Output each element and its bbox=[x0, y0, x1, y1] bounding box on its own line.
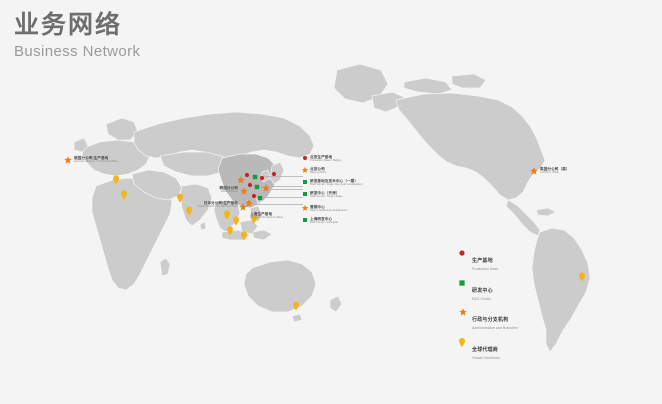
map-label-en: R&D Center, Tianjin Stage bbox=[310, 195, 343, 199]
legend-item-rd-center: 研发中心 R&D Center bbox=[459, 279, 518, 301]
map-marker-japan-prod[interactable] bbox=[271, 171, 277, 177]
square-icon bbox=[459, 279, 470, 290]
map-marker-brazil-dist[interactable] bbox=[579, 272, 585, 282]
map-label-en: Germany Branch / Production Base bbox=[74, 160, 118, 164]
map-label-beijing-1: 北京生产基地 Production Base / Beijing bbox=[310, 155, 341, 163]
legend-label-cn: 研发中心 bbox=[472, 287, 493, 294]
map-label-germany: 德国分公司/生产基地 Germany Branch / Production B… bbox=[74, 156, 118, 164]
leader-line bbox=[268, 189, 303, 190]
map-marker-india-dist[interactable] bbox=[186, 206, 192, 216]
map-label-rd-1: 研发基地及技术中心（一期） R&D Center, Stage One (Lab… bbox=[310, 179, 363, 187]
map-label-cn: 上海生产基地 bbox=[250, 212, 273, 216]
map-marker-philippines-dist[interactable] bbox=[251, 214, 257, 224]
map-label-cn: 德国分公司/生产基地 bbox=[74, 156, 109, 160]
map-label-en: Japan Branch / Production Base bbox=[197, 205, 238, 209]
map-marker-china-admin-2[interactable] bbox=[240, 187, 248, 195]
map-marker-thailand-dist[interactable] bbox=[224, 210, 230, 220]
map-marker-germany-admin[interactable] bbox=[64, 156, 72, 164]
map-marker-tianjin-prod[interactable] bbox=[247, 182, 253, 188]
map-marker-korea-prod[interactable] bbox=[259, 175, 265, 181]
map-marker-indonesia-dist[interactable] bbox=[241, 231, 247, 241]
map-label-en: Korea Branch bbox=[220, 190, 238, 194]
map-label-en: Beijing Office bbox=[310, 171, 327, 175]
map-marker-australia-dist[interactable] bbox=[293, 301, 299, 311]
map-label-en: R&D Center, Shanghai bbox=[310, 221, 339, 225]
legend-label-en: Global Distributor bbox=[472, 356, 500, 361]
column-marker-rd-1 bbox=[303, 180, 308, 185]
page-title-cn: 业务网络 bbox=[14, 11, 123, 39]
column-marker-rd-2 bbox=[303, 192, 308, 197]
column-marker-beijing-1 bbox=[303, 156, 308, 161]
legend-item-admin-branches: 行政与分支机构 Administration and Branches bbox=[459, 308, 518, 330]
page-header: 业务网络 Business Network bbox=[14, 10, 140, 62]
map-label-en: Sale & Marketing Headquarter bbox=[310, 209, 348, 213]
legend-item-global-distributor: 全球代理商 Global Distributor bbox=[459, 338, 518, 360]
map-label-japan: 日本分公司/生产基地 Japan Branch / Production Bas… bbox=[178, 201, 238, 209]
pin-icon bbox=[459, 338, 470, 349]
map-label-rd-3: 营销中心 Sale & Marketing Headquarter bbox=[310, 205, 348, 213]
leader-line bbox=[256, 197, 303, 198]
map-marker-vietnam-dist[interactable] bbox=[233, 216, 239, 226]
legend-label-cn: 生产基地 bbox=[472, 258, 493, 264]
legend-item-production-base: 生产基地 Production Base bbox=[459, 249, 518, 271]
map-label-cn: 营销中心 bbox=[310, 205, 325, 209]
map-label-cn: 研发基地及技术中心（一期） bbox=[310, 179, 359, 183]
map-label-usa-east: 美国分公司（美） Architect Office bbox=[540, 167, 570, 175]
map-label-cn: 日本分公司/生产基地 bbox=[203, 201, 238, 205]
map-label-en: Production Base / Beijing bbox=[310, 159, 342, 163]
map-label-korea: 韩国分公司 Korea Branch bbox=[196, 186, 238, 194]
map-marker-china-admin-1[interactable] bbox=[237, 176, 245, 184]
leader-line bbox=[250, 176, 303, 177]
map-label-cn: 北京生产基地 bbox=[310, 155, 333, 159]
map-marker-beijing-rd[interactable] bbox=[252, 174, 258, 180]
map-marker-shanghai-rd[interactable] bbox=[257, 195, 263, 201]
map-marker-tianjin-rd[interactable] bbox=[254, 184, 260, 190]
legend-label-en: R&D Center bbox=[472, 296, 492, 301]
page-title-en: Business Network bbox=[14, 43, 141, 60]
leader-line bbox=[246, 204, 303, 205]
column-marker-rd-4 bbox=[303, 218, 308, 223]
map-legend: 生产基地 Production Base 研发中心 R&D Center 行政与… bbox=[459, 249, 518, 368]
map-label-cn: 美国分公司（美） bbox=[540, 167, 570, 171]
map-label-cn: 上海研发中心 bbox=[310, 217, 333, 221]
map-marker-israel-dist[interactable] bbox=[121, 190, 127, 200]
column-marker-rd-3 bbox=[301, 204, 309, 212]
map-label-cn: 韩国分公司 bbox=[219, 186, 238, 190]
legend-label-cn: 全球代理商 bbox=[472, 347, 499, 354]
map-marker-china-admin-3[interactable] bbox=[245, 199, 253, 207]
map-label-cn: 研发中心（天津） bbox=[310, 191, 340, 195]
map-label-beijing-2: 北京公司 Beijing Office bbox=[310, 167, 327, 175]
map-label-shanghai: 上海生产基地 Shanghai Production Base bbox=[250, 212, 283, 220]
map-marker-shanghai-prod[interactable] bbox=[251, 193, 257, 199]
star-icon bbox=[459, 308, 470, 319]
map-label-cn: 北京公司 bbox=[310, 167, 325, 171]
circle-icon bbox=[459, 249, 470, 260]
map-label-rd-4: 上海研发中心 R&D Center, Shanghai bbox=[310, 217, 338, 225]
column-marker-beijing-2 bbox=[301, 166, 309, 174]
map-label-en: Architect Office bbox=[540, 171, 559, 175]
legend-label-en: Administration and Branches bbox=[472, 326, 519, 331]
map-marker-guangzhou-admin[interactable] bbox=[239, 203, 247, 211]
map-marker-usa-east-admin[interactable] bbox=[530, 167, 538, 175]
map-marker-beijing-prod[interactable] bbox=[244, 172, 250, 178]
map-marker-turkey-dist[interactable] bbox=[113, 175, 119, 185]
map-marker-pakistan-dist[interactable] bbox=[177, 193, 183, 203]
legend-label-en: Production Base bbox=[472, 267, 499, 271]
map-label-rd-2: 研发中心（天津） R&D Center, Tianjin Stage bbox=[310, 191, 343, 199]
leader-line bbox=[252, 186, 303, 187]
map-label-en: Shanghai Production Base bbox=[250, 216, 284, 220]
map-marker-malaysia-dist[interactable] bbox=[227, 226, 233, 236]
legend-label-cn: 行政与分支机构 bbox=[472, 317, 509, 324]
map-label-en: R&D Center, Stage One (Lab Localisation) bbox=[310, 183, 363, 187]
map-marker-china-admin-4[interactable] bbox=[262, 184, 270, 192]
